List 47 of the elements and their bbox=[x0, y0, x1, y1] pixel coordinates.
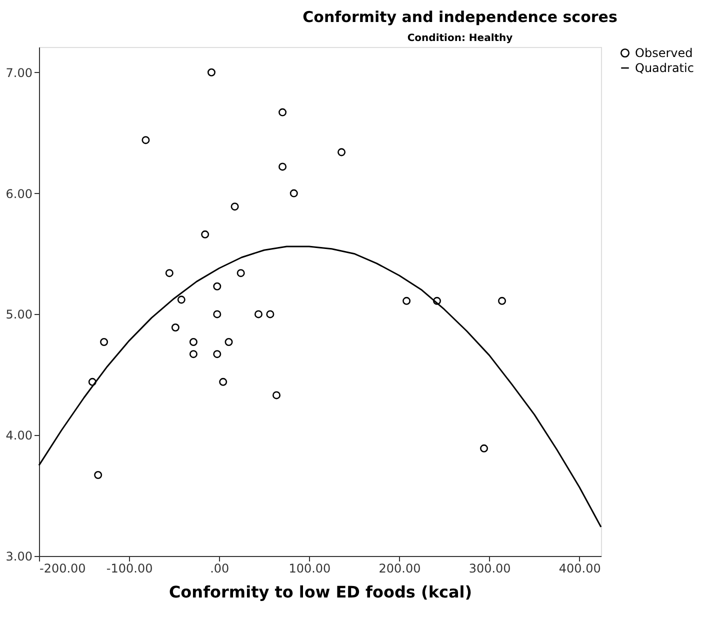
point bbox=[278, 162, 287, 171]
x-tick-label: 400.00 bbox=[558, 562, 601, 576]
x-axis-title: Conformity to low ED foods (kcal) bbox=[168, 582, 472, 602]
point bbox=[189, 338, 198, 346]
point bbox=[207, 68, 216, 76]
point bbox=[290, 189, 298, 198]
point bbox=[142, 136, 150, 144]
x-tick-label: 300.00 bbox=[468, 562, 511, 576]
point bbox=[100, 338, 108, 346]
point bbox=[236, 269, 245, 278]
point bbox=[498, 296, 506, 305]
y-tick-label: 7.00 bbox=[6, 66, 32, 80]
y-tick-label: 5.00 bbox=[6, 308, 32, 322]
y-tick-label: 4.00 bbox=[6, 428, 32, 443]
point bbox=[213, 350, 222, 358]
point bbox=[278, 108, 287, 116]
x-tick-label: -200.00 bbox=[40, 562, 86, 576]
point bbox=[224, 338, 233, 346]
point bbox=[219, 378, 228, 386]
x-tick-label: 200.00 bbox=[378, 562, 421, 576]
legend-label: Quadratic bbox=[635, 61, 694, 75]
point bbox=[230, 202, 239, 211]
x-tick-label: .00 bbox=[210, 562, 230, 576]
point bbox=[432, 296, 441, 305]
line-series bbox=[38, 246, 602, 528]
point bbox=[480, 444, 488, 452]
chart-subtitle: Condition: Healthy bbox=[407, 33, 514, 44]
point bbox=[94, 471, 102, 479]
point bbox=[338, 148, 346, 156]
point bbox=[177, 296, 186, 304]
point bbox=[189, 350, 198, 358]
x-tick-label: -100.00 bbox=[106, 562, 153, 576]
chart-title: Conformity and independence scores bbox=[302, 8, 618, 26]
x-tick-label: 100.00 bbox=[288, 562, 331, 576]
point bbox=[266, 310, 274, 318]
point bbox=[213, 282, 222, 290]
y-tick-label: 3.00 bbox=[6, 550, 32, 564]
point bbox=[171, 323, 180, 332]
point bbox=[254, 310, 262, 318]
point bbox=[402, 296, 411, 305]
point bbox=[88, 378, 96, 386]
y-tick-label: 6.00 bbox=[6, 186, 32, 201]
point bbox=[213, 310, 222, 318]
point bbox=[201, 230, 210, 238]
point bbox=[165, 269, 174, 278]
point bbox=[272, 391, 281, 400]
legend-label: Observed bbox=[635, 46, 693, 60]
